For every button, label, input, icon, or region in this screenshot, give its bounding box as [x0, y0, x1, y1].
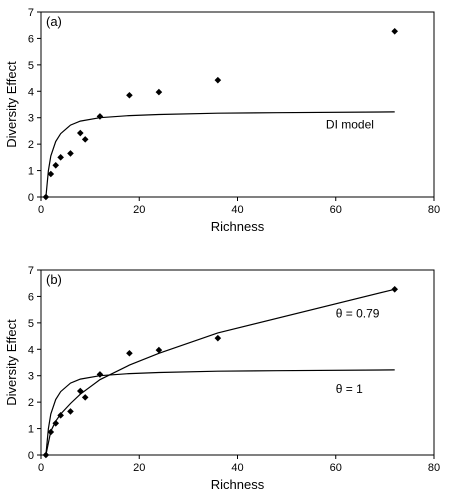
y-axis-title: Diversity Effect [4, 319, 19, 406]
y-tick-label: 1 [28, 166, 34, 178]
x-axis-title: Richness [211, 219, 265, 234]
data-point [155, 88, 163, 96]
data-point [214, 76, 222, 84]
plot-area [40, 269, 435, 456]
data-point [126, 91, 133, 99]
y-tick-label: 3 [28, 113, 34, 125]
data-point [42, 193, 50, 201]
data-point [57, 412, 64, 419]
panel-label: (b) [46, 272, 62, 287]
data-point [391, 285, 398, 293]
data-point [126, 349, 133, 357]
data-point [77, 387, 84, 395]
x-tick-label: 40 [231, 462, 243, 474]
y-tick-label: 5 [28, 60, 34, 72]
x-tick-label: 0 [38, 204, 44, 216]
y-tick-label: 3 [28, 371, 34, 383]
x-tick-label: 20 [133, 462, 145, 474]
data-point [96, 371, 104, 378]
y-tick-label: 2 [28, 139, 34, 151]
curve-annotation: DI model [326, 117, 374, 131]
data-point [214, 334, 222, 342]
data-point [391, 27, 398, 35]
y-tick-label: 1 [28, 424, 34, 436]
y-tick-label: 7 [28, 265, 34, 277]
y-tick-label: 6 [28, 33, 34, 45]
data-point [96, 113, 104, 120]
data-point [67, 150, 74, 157]
data-point [81, 394, 89, 401]
data-point [57, 154, 64, 161]
x-tick-label: 0 [38, 462, 44, 474]
curve-annotation: θ = 0.79 [336, 307, 380, 321]
y-tick-label: 0 [28, 192, 34, 204]
data-point [155, 346, 163, 354]
x-tick-label: 20 [133, 204, 145, 216]
data-point [67, 408, 74, 415]
data-point [52, 161, 60, 169]
curve-annotation: θ = 1 [336, 382, 363, 396]
y-tick-label: 5 [28, 318, 34, 330]
panel-label: (a) [46, 14, 62, 29]
y-axis-title: Diversity Effect [4, 61, 19, 148]
x-tick-label: 80 [428, 462, 440, 474]
plot-area [40, 11, 435, 198]
y-tick-label: 6 [28, 291, 34, 303]
x-tick-label: 80 [428, 204, 440, 216]
model-curve-0 [45, 111, 395, 198]
y-tick-label: 4 [28, 86, 34, 98]
data-point [47, 428, 55, 436]
x-tick-label: 40 [231, 204, 243, 216]
model-curve-1 [45, 369, 395, 456]
x-tick-label: 60 [330, 462, 342, 474]
x-tick-label: 60 [330, 204, 342, 216]
y-tick-label: 4 [28, 344, 34, 356]
y-tick-label: 7 [28, 7, 34, 19]
y-tick-label: 2 [28, 397, 34, 409]
data-point [52, 419, 60, 427]
data-point [42, 451, 50, 459]
data-point [47, 170, 55, 178]
chart-panel-b: 0 1 2 3 4 5 6 7 0 20 40 60 80 Richness Diversity Effec… [4, 265, 440, 492]
data-point [77, 129, 84, 137]
data-point [81, 136, 89, 143]
x-axis-title: Richness [211, 477, 265, 492]
y-tick-label: 0 [28, 450, 34, 462]
chart-panel-a: 0 1 2 3 4 5 6 7 0 20 40 60 80 Richness Diversity Effec… [4, 7, 440, 234]
